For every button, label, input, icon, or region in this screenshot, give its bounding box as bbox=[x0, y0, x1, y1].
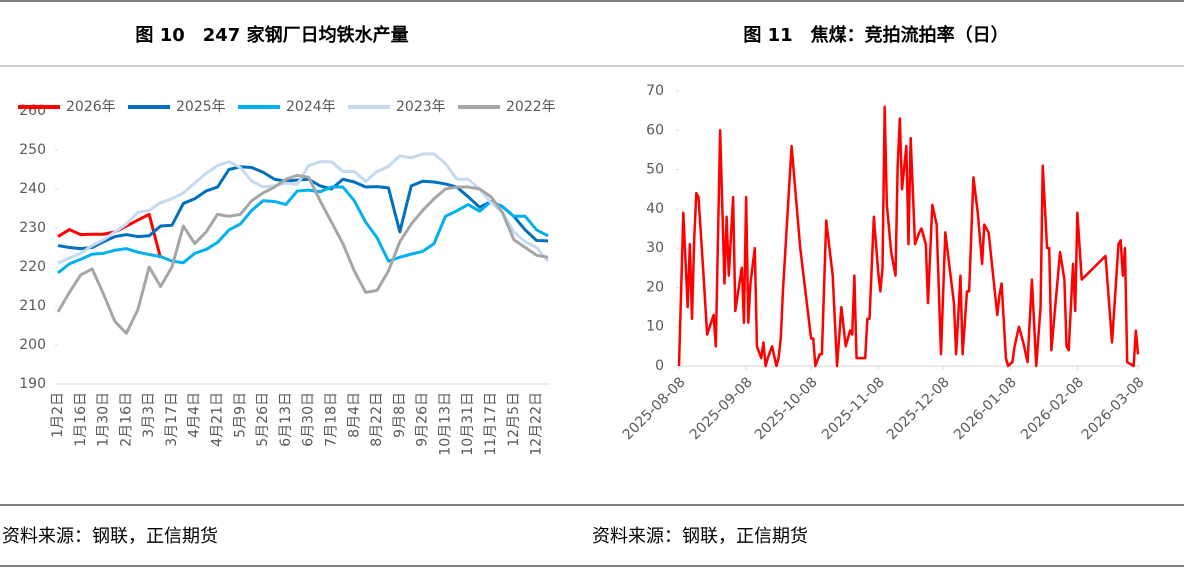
y-tick-label: 60 bbox=[646, 122, 664, 138]
legend-label: 2026年 bbox=[66, 99, 116, 115]
y-tick-label: 230 bbox=[19, 220, 46, 236]
x-tick-label: 2025-08-08 bbox=[620, 374, 689, 443]
x-tick-label: 2026-03-08 bbox=[1079, 374, 1148, 443]
legend-label: 2022年 bbox=[506, 99, 556, 115]
source-note: 资料来源：钢联，正信期货 bbox=[2, 526, 218, 547]
x-tick-label: 2026-02-08 bbox=[1018, 374, 1087, 443]
series-line bbox=[677, 105, 1140, 368]
y-tick-label: 40 bbox=[646, 201, 664, 217]
x-tick-label: 3月17日 bbox=[164, 392, 180, 447]
legend-label: 2024年 bbox=[286, 99, 336, 115]
x-tick-label: 1月2日 bbox=[50, 392, 66, 438]
x-tick-label: 4月4日 bbox=[187, 392, 203, 438]
x-tick-label: 4月21日 bbox=[210, 392, 226, 447]
y-tick-label: 20 bbox=[646, 279, 664, 295]
y-tick-label: 30 bbox=[646, 240, 664, 256]
y-tick-label: 10 bbox=[646, 319, 664, 335]
x-tick-label: 2026-01-08 bbox=[951, 374, 1020, 443]
chart-title: 图 11 焦煤：竞拍流拍率（日） bbox=[743, 24, 1008, 46]
x-tick-label: 5月9日 bbox=[232, 392, 248, 438]
x-tick-label: 2025-10-08 bbox=[752, 374, 821, 443]
x-tick-label: 12月5日 bbox=[506, 392, 522, 447]
x-tick-label: 2025-12-08 bbox=[884, 374, 953, 443]
x-tick-label: 6月13日 bbox=[278, 392, 294, 447]
series-line bbox=[57, 185, 549, 275]
x-tick-label: 11月17日 bbox=[483, 392, 499, 456]
x-tick-label: 8月22日 bbox=[369, 392, 385, 447]
y-tick-label: 250 bbox=[19, 142, 46, 158]
y-tick-label: 240 bbox=[19, 181, 46, 197]
y-tick-label: 50 bbox=[646, 162, 664, 178]
y-tick-label: 0 bbox=[655, 358, 664, 374]
x-tick-label: 1月30日 bbox=[96, 392, 112, 447]
x-tick-label: 2月16日 bbox=[118, 392, 134, 447]
chart-title: 图 10 247 家钢厂日均铁水产量 bbox=[135, 24, 408, 46]
x-tick-label: 3月3日 bbox=[141, 392, 157, 438]
y-tick-label: 70 bbox=[646, 83, 664, 99]
x-tick-label: 7月18日 bbox=[323, 392, 339, 447]
series-line bbox=[57, 165, 549, 251]
x-tick-label: 1月16日 bbox=[73, 392, 89, 447]
y-tick-label: 210 bbox=[19, 298, 46, 314]
x-tick-label: 9月8日 bbox=[392, 392, 408, 438]
x-tick-label: 12月22日 bbox=[529, 392, 545, 456]
x-tick-label: 2025-11-08 bbox=[819, 374, 888, 443]
y-tick-label: 200 bbox=[19, 337, 46, 353]
legend-label: 2025年 bbox=[176, 99, 226, 115]
source-note: 资料来源：钢联，正信期货 bbox=[592, 526, 808, 547]
x-tick-label: 10月13日 bbox=[437, 392, 453, 456]
x-tick-label: 6月30日 bbox=[301, 392, 317, 447]
series-line bbox=[57, 212, 163, 259]
y-tick-label: 190 bbox=[19, 376, 46, 392]
x-tick-label: 10月31日 bbox=[460, 392, 476, 456]
series-line bbox=[56, 173, 549, 335]
legend-label: 2023年 bbox=[396, 99, 446, 115]
x-tick-label: 8月4日 bbox=[346, 392, 362, 438]
x-tick-label: 5月26日 bbox=[255, 392, 271, 447]
x-tick-label: 2025-09-08 bbox=[687, 374, 756, 443]
x-tick-label: 9月26日 bbox=[415, 392, 431, 447]
y-tick-label: 220 bbox=[19, 259, 46, 275]
